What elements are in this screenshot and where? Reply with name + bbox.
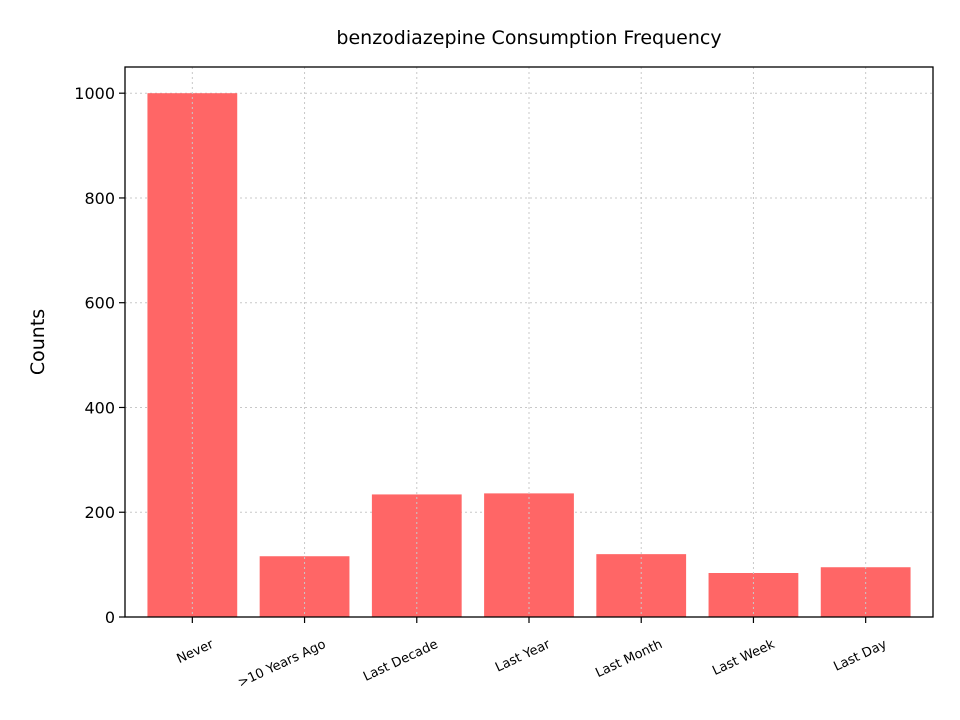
x-tick-label: >10 Years Ago — [236, 637, 329, 691]
bar — [371, 494, 462, 617]
bar — [596, 554, 687, 617]
vertical-grid — [191, 67, 867, 617]
x-tick-label: Never — [175, 637, 217, 667]
x-tick-label: Last Day — [831, 637, 889, 675]
x-tick-label: Last Year — [493, 637, 553, 676]
y-tick-label: 1000 — [74, 84, 115, 103]
x-tick-label: Last Week — [710, 637, 777, 679]
y-tick-label: 0 — [105, 608, 115, 627]
y-tick-label: 200 — [84, 503, 115, 522]
y-tick-label: 400 — [84, 398, 115, 417]
x-tick-label: Last Decade — [361, 637, 440, 685]
x-tick-label: Last Month — [593, 637, 665, 681]
bar — [259, 556, 350, 617]
y-tick-label: 600 — [84, 294, 115, 313]
bar — [708, 573, 799, 617]
y-tick-label: 800 — [84, 189, 115, 208]
x-axis: Never >10 Years Ago Last Decade Last Year La… — [175, 617, 890, 691]
y-axis: 0 200 400 600 800 1000 — [74, 84, 125, 627]
bar — [147, 93, 238, 617]
y-axis-label: Counts — [27, 309, 49, 375]
chart-title: benzodiazepine Consumption Frequency — [336, 27, 721, 49]
